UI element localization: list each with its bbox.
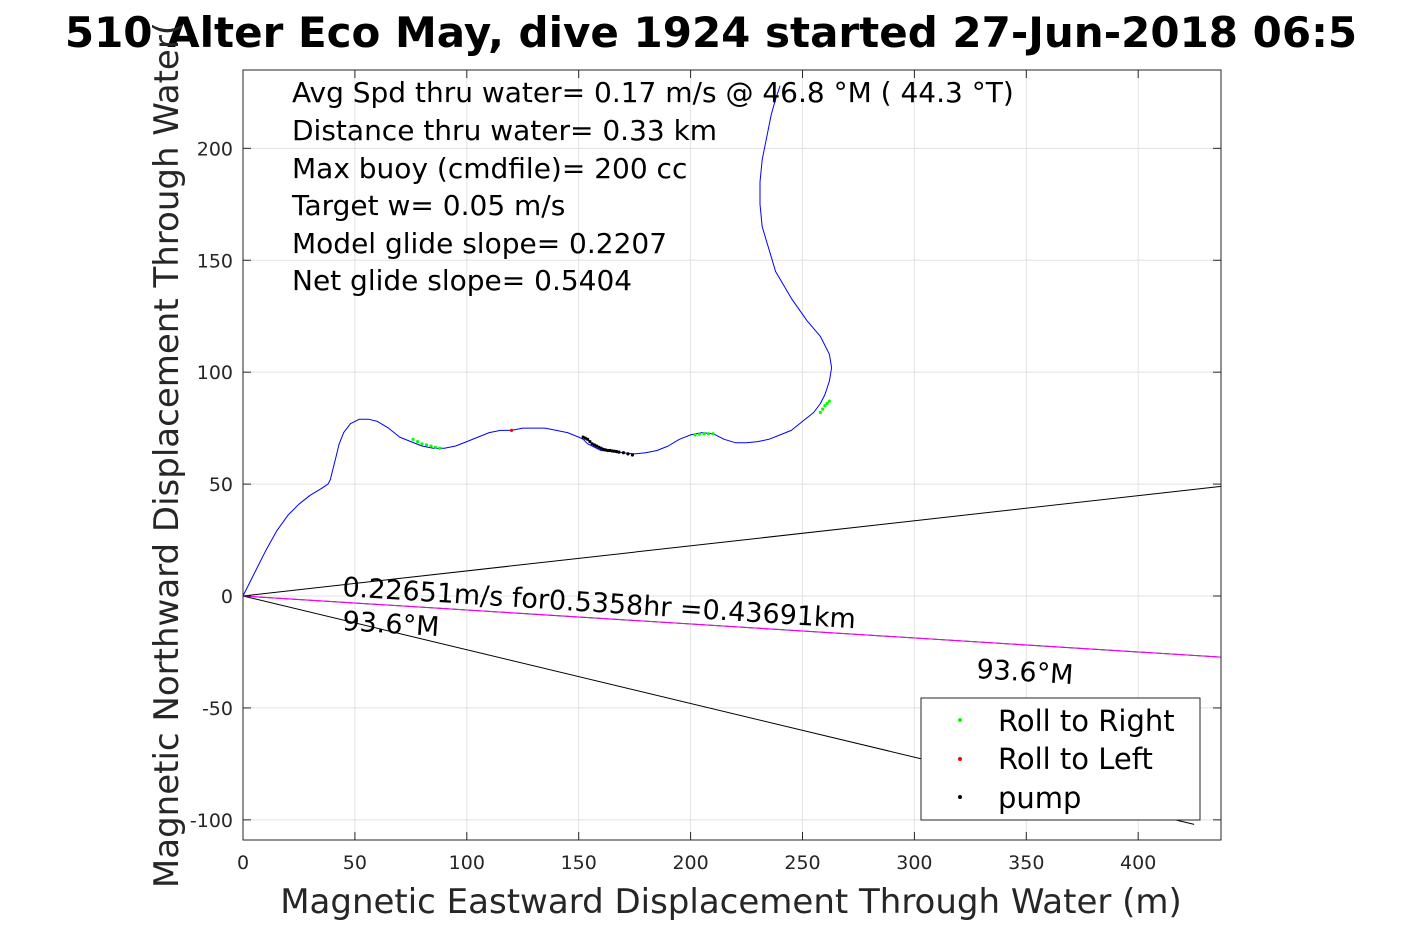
x-tick-label: 400 — [1120, 852, 1156, 874]
marker-roll-right — [706, 432, 711, 436]
marker-roll-right — [415, 439, 420, 444]
x-tick-label: 200 — [672, 852, 708, 874]
stat-avg-speed: Avg Spd thru water= 0.17 m/s @ 46.8 °M (… — [292, 76, 1014, 109]
marker-pump — [630, 453, 635, 457]
stats-block: Avg Spd thru water= 0.17 m/s @ 46.8 °M (… — [291, 76, 1014, 297]
marker-roll-right — [693, 433, 697, 437]
marker-roll-right — [821, 407, 825, 411]
heading-annotation-far: 93.6°M — [976, 654, 1075, 691]
y-tick-label: 100 — [197, 362, 233, 384]
y-axis-ticks: -100 -50 0 50 100 150 200 — [190, 138, 1221, 832]
marker-roll-right — [424, 443, 429, 447]
legend: Roll to Right Roll to Left pump — [920, 697, 1201, 821]
x-tick-label: 350 — [1008, 852, 1044, 874]
marker-pump — [606, 448, 610, 453]
legend-label-roll-right: Roll to Right — [998, 704, 1175, 738]
marker-roll-right — [823, 404, 827, 408]
marker-roll-right — [411, 437, 415, 441]
legend-box — [920, 697, 1201, 821]
legend-swatch-pump — [958, 795, 962, 799]
heading-annotation-near: 93.6°M — [342, 606, 441, 643]
y-tick-label: 50 — [209, 474, 233, 496]
x-tick-label: 300 — [896, 852, 932, 874]
marker-pump — [588, 439, 592, 444]
marker-roll-left — [509, 428, 514, 432]
legend-swatch-roll-right — [958, 718, 962, 722]
x-axis-ticks: 0 50 100 150 200 250 300 350 400 — [237, 70, 1156, 874]
chart-title: 510 Alter Eco May, dive 1924 started 27-… — [65, 8, 1357, 57]
y-axis-label: Magnetic Northward Displacement Through … — [147, 22, 187, 888]
data-markers — [411, 399, 831, 457]
x-tick-label: 250 — [784, 852, 820, 874]
x-tick-label: 100 — [449, 852, 485, 874]
stat-target-w: Target w= 0.05 m/s — [291, 189, 565, 222]
series-line — [242, 85, 833, 597]
series-lines — [242, 85, 1222, 658]
x-tick-label: 50 — [343, 852, 367, 874]
stat-model-glide: Model glide slope= 0.2207 — [292, 227, 667, 260]
marker-roll-right — [438, 446, 442, 450]
legend-label-pump: pump — [998, 781, 1081, 815]
marker-roll-right — [825, 401, 829, 406]
marker-roll-right — [433, 445, 438, 449]
stat-max-buoy: Max buoy (cmdfile)= 200 cc — [292, 152, 687, 185]
plot-frame — [242, 69, 1222, 841]
marker-roll-right — [697, 432, 702, 436]
series-line — [242, 595, 1222, 658]
y-tick-label: 0 — [221, 586, 233, 608]
x-axis-label: Magnetic Eastward Displacement Through W… — [280, 882, 1182, 922]
x-tick-label: 0 — [237, 852, 249, 874]
marker-roll-right — [702, 432, 706, 436]
marker-roll-right — [827, 399, 831, 403]
marker-pump — [621, 451, 626, 455]
marker-roll-right — [711, 432, 715, 436]
y-tick-label: 200 — [197, 138, 233, 160]
marker-roll-right — [420, 442, 424, 446]
stat-net-glide: Net glide slope= 0.5404 — [292, 264, 632, 297]
reference-line — [242, 485, 1222, 597]
marker-pump — [617, 450, 621, 454]
marker-roll-right — [429, 444, 433, 448]
x-tick-label: 150 — [561, 852, 597, 874]
marker-pump — [586, 437, 590, 441]
y-tick-label: -100 — [190, 810, 233, 832]
y-tick-label: 150 — [197, 250, 233, 272]
marker-pump — [626, 452, 630, 456]
legend-swatch-roll-left — [958, 757, 962, 761]
stat-distance: Distance thru water= 0.33 km — [292, 114, 717, 147]
legend-label-roll-left: Roll to Left — [998, 742, 1153, 776]
y-tick-label: -50 — [202, 698, 233, 720]
marker-roll-right — [818, 410, 823, 415]
